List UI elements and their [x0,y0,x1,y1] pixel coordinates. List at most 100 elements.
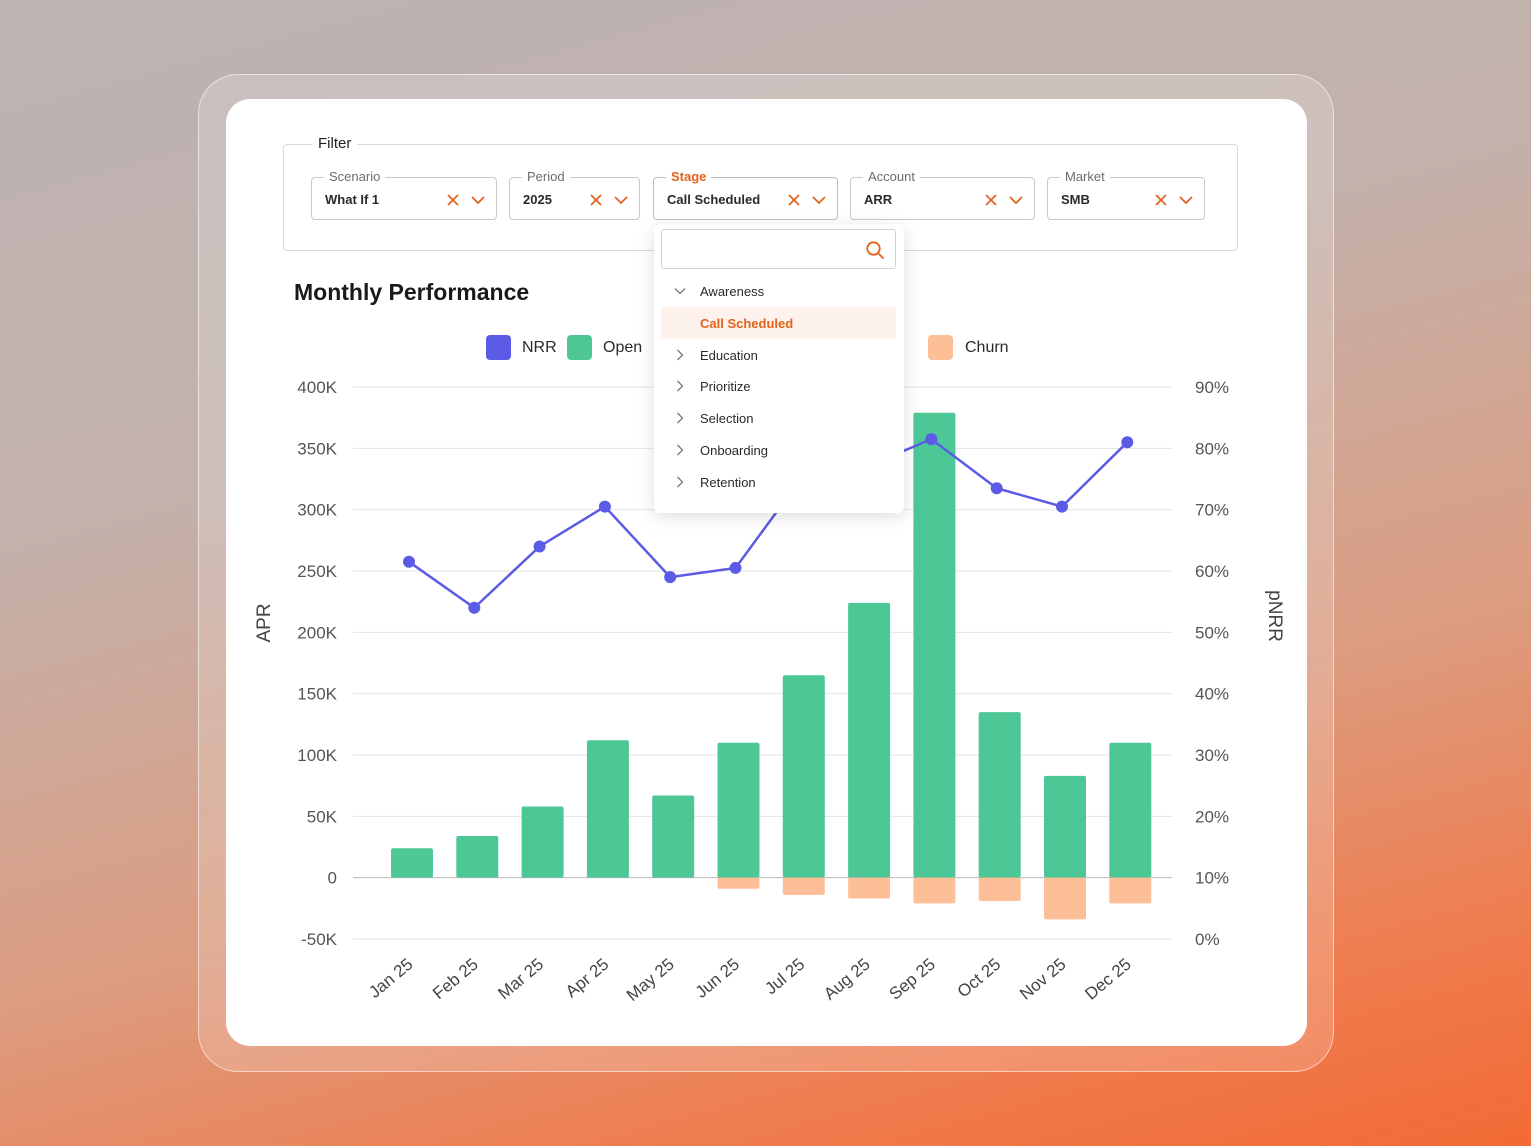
period-chevron-down-icon[interactable] [613,192,629,208]
account-select[interactable]: Account ARR [850,169,1035,220]
legend-churn-label[interactable]: Churn [965,339,1009,356]
period-label: Period [522,169,570,185]
y-left-tick-label: 300K [297,501,337,520]
bar-open [521,806,564,878]
search-icon[interactable] [865,240,885,260]
chart-title: Monthly Performance [294,279,530,305]
market-clear-icon[interactable] [1153,192,1169,208]
y-left-tick-label: -50K [301,930,338,949]
x-tick-label: Nov 25 [1016,955,1069,1004]
stage-chevron-down-icon[interactable] [811,192,827,208]
y-right-tick-label: 20% [1195,807,1229,826]
x-tick-label: Sep 25 [885,955,938,1004]
market-select[interactable]: Market SMB [1047,169,1205,220]
y-left-tick-label: 0 [328,869,337,888]
bar-open [456,835,499,878]
y-right-tick-label: 70% [1195,501,1229,520]
x-tick-label: Feb 25 [429,955,482,1004]
y-right-tick-label: 50% [1195,623,1229,642]
y-right-tick-label: 30% [1195,746,1229,765]
x-tick-label: Jun 25 [692,955,743,1002]
nrr-point [533,540,546,553]
period-select[interactable]: Period 2025 [509,169,640,220]
nrr-point [468,601,481,614]
account-label: Account [863,169,920,185]
bar-churn [913,877,956,904]
period-clear-icon[interactable] [588,192,604,208]
nrr-point [598,500,611,513]
account-value: ARR [864,192,893,207]
x-tick-label: May 25 [623,955,678,1005]
chevron-right-icon[interactable] [674,349,686,361]
dropdown-item-retention[interactable]: Retention [661,466,896,498]
dropdown-search-box[interactable] [661,229,896,269]
x-tick-label: Oct 25 [954,955,1005,1002]
bar-churn [1109,877,1152,904]
chevron-down-icon[interactable] [674,285,686,297]
chevron-right-icon[interactable] [674,412,686,424]
x-tick-label: Jul 25 [761,955,808,999]
dropdown-item-call-scheduled[interactable]: Call Scheduled [661,307,896,339]
bar-open [913,412,956,878]
legend-open-label[interactable]: Open [603,339,643,356]
scenario-label: Scenario [324,169,386,185]
dropdown-item-education[interactable]: Education [661,339,896,371]
scenario-chevron-down-icon[interactable] [470,192,486,208]
stage-value: Call Scheduled [667,192,761,207]
nrr-point [729,561,742,574]
account-clear-icon[interactable] [983,192,999,208]
nrr-point [403,555,415,568]
dropdown-search-input[interactable] [668,236,862,264]
y-left-tick-label: 250K [297,562,337,581]
stage-clear-icon[interactable] [786,192,802,208]
chevron-right-icon[interactable] [674,444,686,456]
dropdown-item-onboarding[interactable]: Onboarding [661,434,896,466]
dropdown-item-selection[interactable]: Selection [661,402,896,434]
bar-churn [848,877,891,899]
y-right-tick-label: 10% [1195,869,1229,888]
scenario-clear-icon[interactable] [445,192,461,208]
bar-churn [1044,877,1086,920]
y-left-tick-label: 100K [297,746,337,765]
y-left-tick-label: 400K [297,378,337,397]
y-right-tick-label: 0% [1195,930,1220,949]
y-right-tick-label: 40% [1195,685,1229,704]
dropdown-item-awareness[interactable]: Awareness [661,275,896,307]
bar-open [652,795,695,878]
y-left-axis-title: APR [254,603,275,642]
legend-churn-swatch [928,335,953,360]
chevron-right-icon[interactable] [674,380,686,392]
x-tick-label: Mar 25 [494,955,547,1004]
stage-select[interactable]: Stage Call Scheduled [653,169,838,220]
bar-churn [978,877,1021,901]
y-right-axis-title: pNRR [1264,590,1285,642]
nrr-point [1056,500,1068,513]
bar-open [848,602,891,878]
bar-churn [782,877,825,895]
nrr-point [664,571,677,584]
chevron-right-icon[interactable] [674,476,686,488]
x-tick-label: Dec 25 [1081,955,1134,1004]
bar-open [782,675,825,878]
y-left-tick-label: 350K [297,439,337,458]
y-right-tick-label: 80% [1195,439,1229,458]
period-value: 2025 [523,192,552,207]
dropdown-item-prioritize[interactable]: Prioritize [661,370,896,402]
y-right-tick-label: 90% [1195,378,1229,397]
account-chevron-down-icon[interactable] [1008,192,1024,208]
legend-nrr-label[interactable]: NRR [522,339,557,356]
nrr-line [408,437,1129,610]
x-tick-label: Jan 25 [365,955,416,1002]
market-label: Market [1060,169,1110,185]
bar-open [391,848,433,878]
scenario-select[interactable]: Scenario What If 1 [311,169,497,220]
filter-title: Filter [312,135,358,152]
y-left-tick-label: 50K [307,807,338,826]
y-left-tick-label: 200K [297,623,337,642]
market-chevron-down-icon[interactable] [1178,192,1194,208]
stage-label: Stage [666,169,712,185]
market-value: SMB [1061,192,1090,207]
legend-open-swatch [567,335,592,360]
bar-open [1109,742,1152,878]
nrr-point [1121,436,1134,449]
